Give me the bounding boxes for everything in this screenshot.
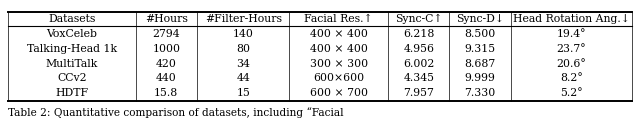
Text: 7.330: 7.330: [464, 88, 495, 98]
Text: 440: 440: [156, 73, 177, 83]
Text: 300 × 300: 300 × 300: [310, 59, 368, 68]
Text: 5.2°: 5.2°: [560, 88, 583, 98]
Text: 19.4°: 19.4°: [557, 29, 586, 39]
Text: 23.7°: 23.7°: [557, 44, 586, 54]
Text: #Hours: #Hours: [145, 14, 188, 24]
Text: Talking-Head 1k: Talking-Head 1k: [27, 44, 116, 54]
Text: 8.687: 8.687: [464, 59, 495, 68]
Text: MultiTalk: MultiTalk: [45, 59, 98, 68]
Text: VoxCeleb: VoxCeleb: [46, 29, 97, 39]
Text: 1000: 1000: [152, 44, 180, 54]
Text: 34: 34: [236, 59, 250, 68]
Text: #Filter-Hours: #Filter-Hours: [205, 14, 282, 24]
Text: 400 × 400: 400 × 400: [310, 44, 367, 54]
Text: Sync-D↓: Sync-D↓: [456, 14, 504, 24]
Text: 400 × 400: 400 × 400: [310, 29, 367, 39]
Text: Datasets: Datasets: [48, 14, 95, 24]
Text: 140: 140: [233, 29, 253, 39]
Text: 4.956: 4.956: [403, 44, 434, 54]
Text: 15.8: 15.8: [154, 88, 179, 98]
Text: 80: 80: [236, 44, 250, 54]
Text: Facial Res.↑: Facial Res.↑: [305, 14, 373, 24]
Text: 600×600: 600×600: [313, 73, 364, 83]
Text: Sync-C↑: Sync-C↑: [395, 14, 442, 24]
Text: 6.218: 6.218: [403, 29, 435, 39]
Text: 2794: 2794: [152, 29, 180, 39]
Text: 7.957: 7.957: [403, 88, 434, 98]
Text: CCv2: CCv2: [57, 73, 86, 83]
Text: 20.6°: 20.6°: [557, 59, 586, 68]
Text: 9.315: 9.315: [465, 44, 495, 54]
Text: 9.999: 9.999: [465, 73, 495, 83]
Text: 600 × 700: 600 × 700: [310, 88, 368, 98]
Text: 420: 420: [156, 59, 177, 68]
Text: HDTF: HDTF: [55, 88, 88, 98]
Text: Head Rotation Ang.↓: Head Rotation Ang.↓: [513, 14, 630, 24]
Text: 44: 44: [236, 73, 250, 83]
Text: 15: 15: [236, 88, 250, 98]
Text: 8.500: 8.500: [464, 29, 495, 39]
Text: 6.002: 6.002: [403, 59, 435, 68]
Text: 4.345: 4.345: [403, 73, 434, 83]
Text: 8.2°: 8.2°: [560, 73, 583, 83]
Text: Table 2: Quantitative comparison of datasets, including “Facial: Table 2: Quantitative comparison of data…: [8, 107, 343, 118]
